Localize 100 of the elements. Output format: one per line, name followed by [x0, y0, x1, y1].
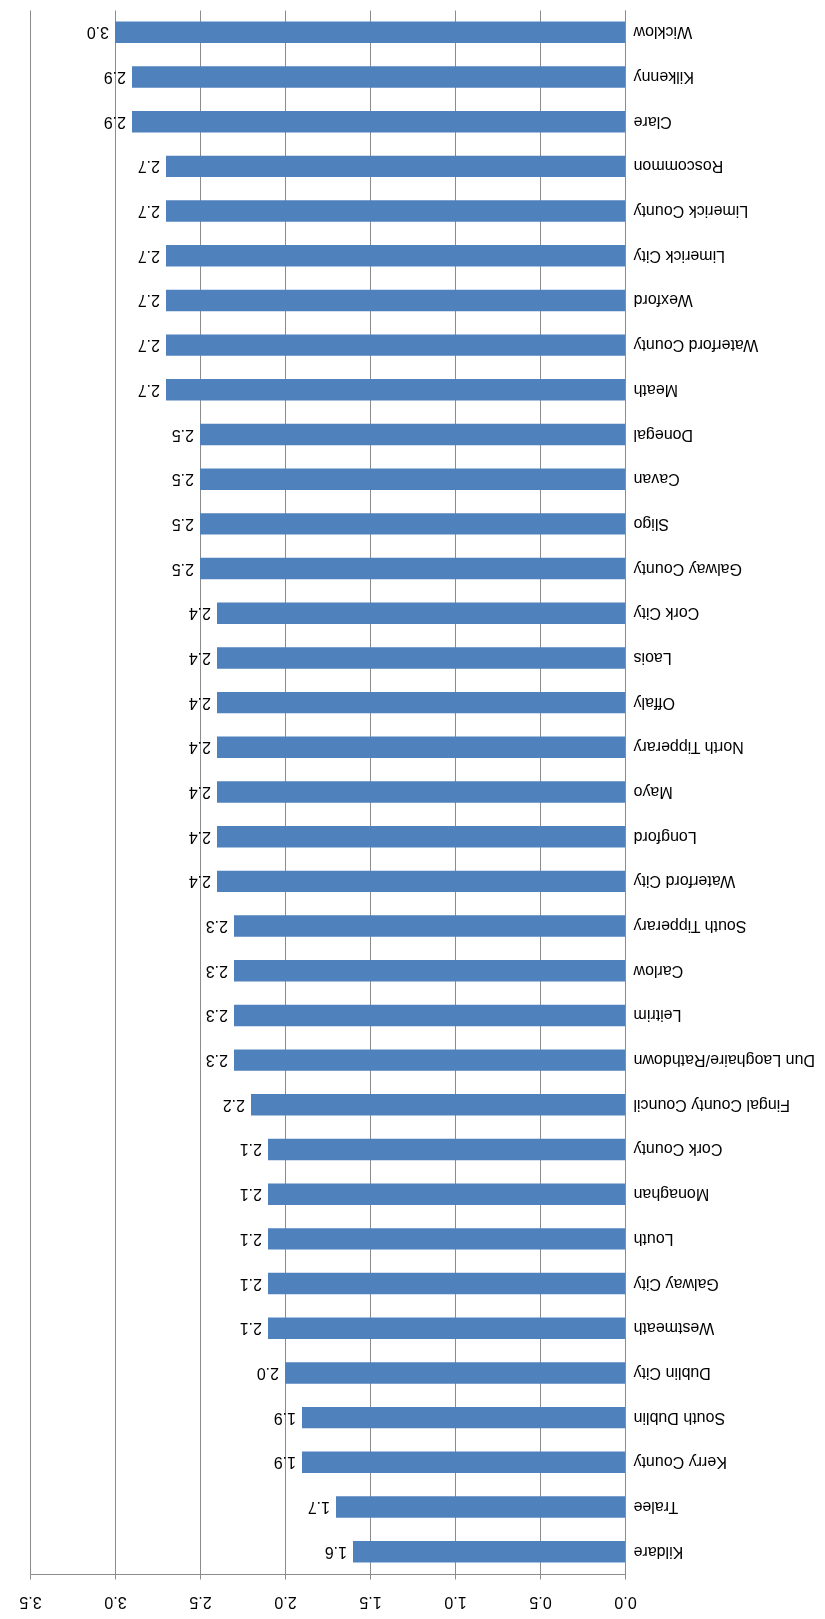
data-label: 2.3: [205, 1052, 228, 1070]
y-tick-label: Limerick County: [633, 203, 749, 221]
y-tick-label: Fingal County Council: [633, 1096, 791, 1114]
x-tick-label: 2.0: [274, 1593, 297, 1611]
data-label: 2.5: [171, 560, 194, 578]
x-tick-label: 1.5: [359, 1593, 382, 1611]
y-tick-label: Kildare: [633, 1543, 684, 1561]
data-label: 1.9: [273, 1454, 296, 1472]
data-label: 2.4: [188, 605, 211, 623]
y-tick-label: Waterford City: [633, 873, 736, 891]
y-tick-label: Westmeath: [633, 1320, 715, 1338]
bar: [166, 289, 625, 312]
bar: [200, 423, 625, 446]
y-tick-label: Tralee: [633, 1498, 679, 1516]
y-tick-label: South Tipperary: [633, 918, 747, 936]
y-tick-label: Galway City: [633, 1275, 719, 1293]
bar: [268, 1183, 625, 1205]
data-label: 2.9: [103, 69, 126, 87]
bar: [166, 334, 625, 356]
data-label: 2.7: [137, 247, 160, 265]
bar: [353, 1540, 625, 1563]
y-tick-label: Cork City: [633, 605, 700, 623]
y-tick-label: Roscommon: [633, 158, 724, 176]
bar: [268, 1228, 625, 1250]
bar: [200, 513, 625, 535]
y-tick-label: Monaghan: [633, 1186, 710, 1204]
y-tick-label: Donegal: [633, 426, 694, 444]
bar: [166, 245, 625, 267]
y-tick-label: Meath: [633, 381, 678, 399]
y-tick-label: Clare: [633, 113, 672, 131]
x-tick-label: 0.0: [614, 1593, 637, 1611]
data-label: 2.4: [188, 873, 211, 891]
data-label: 2.4: [188, 828, 211, 846]
bar: [234, 1004, 625, 1027]
x-tick-label: 2.5: [189, 1593, 212, 1611]
y-tick-label: Limerick City: [633, 247, 726, 265]
data-label: 2.1: [239, 1141, 262, 1159]
bar: [285, 1362, 625, 1384]
x-tick-label: 0.5: [529, 1593, 552, 1611]
bar: [268, 1317, 625, 1339]
data-label: 2.4: [188, 784, 211, 801]
data-label: 2.7: [137, 158, 160, 176]
bar: [217, 781, 625, 803]
data-label: 2.7: [137, 381, 160, 399]
data-label: 2.4: [188, 694, 211, 712]
y-tick-label: South Dublin: [633, 1409, 726, 1427]
bar: [217, 825, 625, 848]
bar: [251, 1094, 625, 1116]
y-tick-label: Mayo: [633, 784, 673, 801]
bar: [200, 468, 625, 490]
y-tick-label: Longford: [633, 828, 697, 846]
y-tick-label: Cork County: [633, 1141, 723, 1159]
data-label: 2.7: [137, 337, 160, 355]
bar: [200, 557, 625, 580]
y-tick-label: Wicklow: [633, 24, 693, 42]
x-tick-label: 3.5: [19, 1593, 42, 1611]
bar: [302, 1451, 625, 1474]
data-label: 2.3: [205, 918, 228, 936]
bar: [234, 915, 625, 937]
bar: [234, 1049, 625, 1071]
data-label: 2.7: [137, 203, 160, 221]
y-tick-label: Galway County: [633, 560, 742, 578]
y-tick-label: Carlow: [633, 962, 684, 980]
data-label: 1.9: [273, 1409, 296, 1427]
bar: [132, 66, 625, 88]
data-label: 2.1: [239, 1320, 262, 1338]
bar: [217, 602, 625, 624]
y-tick-label: Dun Laoghaire/Rathdown: [633, 1052, 815, 1070]
data-label: 1.7: [307, 1498, 330, 1516]
bar: [234, 960, 625, 982]
bar: [217, 736, 625, 759]
data-label: 2.5: [171, 515, 194, 533]
bar: [166, 379, 625, 401]
data-label: 2.5: [171, 471, 194, 489]
y-tick-label: Sligo: [633, 515, 670, 533]
y-tick-label: Kerry County: [633, 1454, 727, 1472]
bar: [115, 21, 625, 44]
bar: [132, 110, 625, 133]
y-tick-label: North Tipperary: [633, 739, 744, 757]
data-label: 2.4: [188, 649, 211, 667]
data-label: 2.3: [205, 962, 228, 980]
y-tick-label: Leitrim: [633, 1007, 682, 1025]
y-tick-label: Wexford: [633, 292, 693, 310]
data-label: 2.1: [239, 1230, 262, 1248]
bar: [302, 1406, 625, 1429]
x-tick-label: 3.0: [104, 1593, 127, 1611]
y-tick-label: Louth: [633, 1230, 674, 1248]
bar: [217, 691, 625, 714]
bar: [336, 1496, 625, 1518]
data-label: 2.4: [188, 739, 211, 757]
y-tick-label: Laois: [633, 649, 672, 667]
y-tick-label: Dublin City: [633, 1364, 711, 1382]
data-label: 3.0: [86, 24, 109, 42]
y-tick-label: Cavan: [633, 471, 680, 489]
data-label: 1.6: [324, 1543, 347, 1561]
data-label: 2.1: [239, 1186, 262, 1204]
bar: [166, 155, 625, 178]
bar: [268, 1272, 625, 1295]
bar: [268, 1138, 625, 1161]
bar: [166, 200, 625, 222]
